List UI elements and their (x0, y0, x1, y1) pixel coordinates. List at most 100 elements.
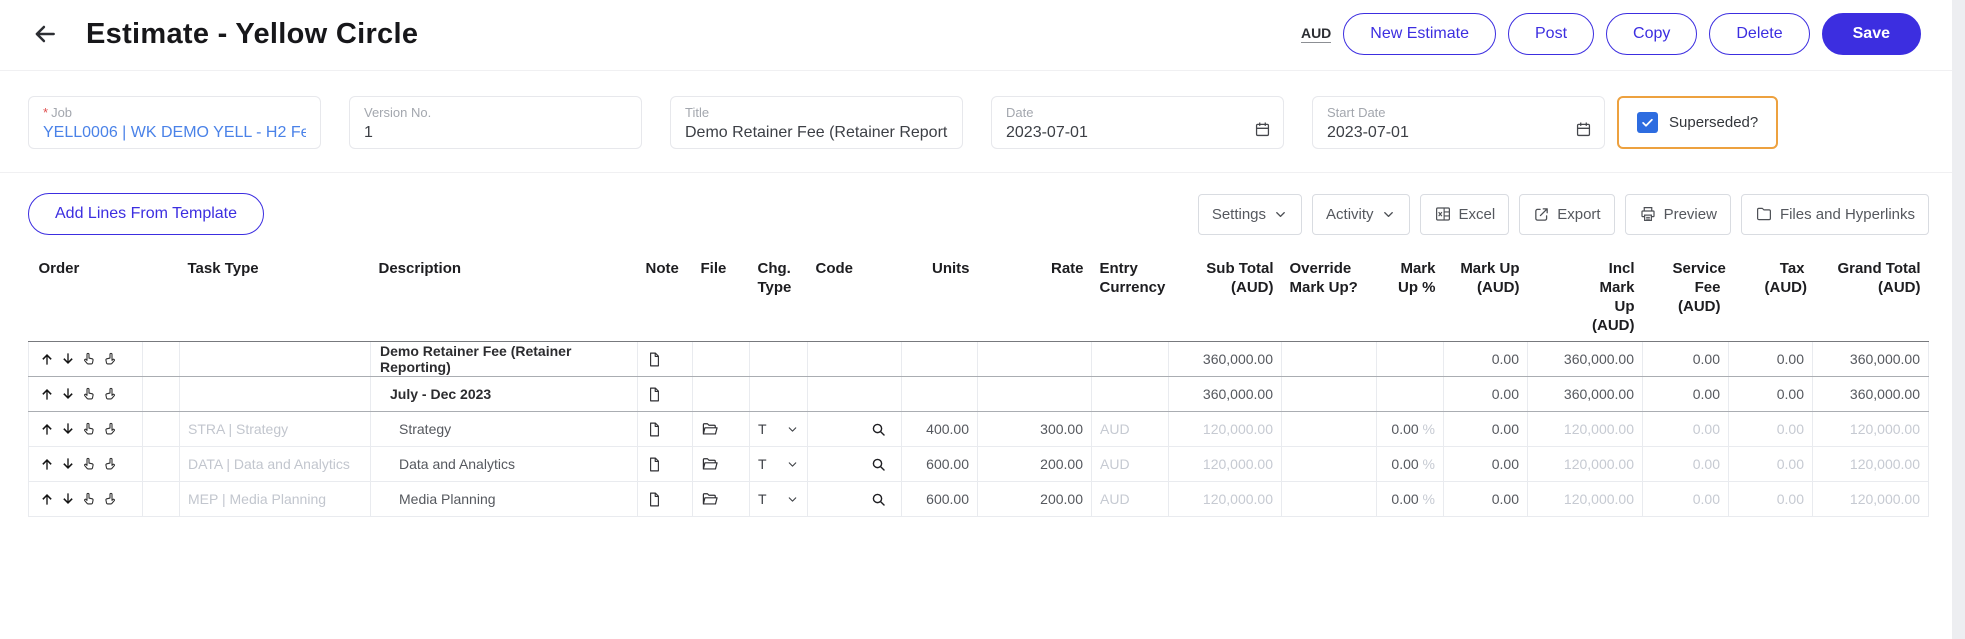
col-header-sub-total: Sub Total (AUD) (1168, 253, 1282, 342)
settings-button[interactable]: Settings (1197, 193, 1303, 235)
markup-cell[interactable]: 0.00 (1443, 446, 1528, 482)
move-up-icon[interactable] (39, 351, 55, 367)
required-mark: * (43, 105, 49, 120)
move-down-icon[interactable] (60, 491, 76, 507)
rate-cell[interactable]: 200.00 (977, 481, 1092, 517)
drag-hand-icon[interactable] (81, 421, 97, 437)
add-lines-from-template-button[interactable]: Add Lines From Template (28, 193, 265, 235)
note-icon[interactable] (646, 491, 663, 508)
description-cell: Strategy (370, 411, 638, 447)
chg-type-select[interactable]: T (758, 421, 799, 437)
col-header-markup: Mark Up (AUD) (1443, 253, 1528, 342)
back-button[interactable] (30, 19, 60, 49)
service-fee-cell: 0.00 (1642, 411, 1729, 447)
entry-currency-cell: AUD (1091, 411, 1169, 447)
version-field[interactable]: Version No. 1 (349, 96, 642, 149)
new-estimate-button[interactable]: New Estimate (1343, 13, 1496, 55)
move-down-icon[interactable] (60, 421, 76, 437)
note-icon[interactable] (646, 456, 663, 473)
post-button[interactable]: Post (1508, 13, 1595, 55)
job-value-link[interactable]: YELL0006 | WK DEMO YELL - H2 Fee... (43, 124, 306, 141)
markup-pct-cell[interactable]: 0.00 % (1376, 411, 1444, 447)
table-row: Demo Retainer Fee (Retainer Reporting) 3… (28, 341, 1929, 377)
note-icon[interactable] (646, 421, 663, 438)
files-and-hyperlinks-button[interactable]: Files and Hyperlinks (1740, 193, 1929, 235)
move-up-icon[interactable] (39, 386, 55, 402)
excel-button[interactable]: Excel (1419, 193, 1510, 235)
units-cell[interactable]: 400.00 (901, 411, 978, 447)
code-search-icon[interactable] (870, 491, 887, 508)
move-up-icon[interactable] (39, 421, 55, 437)
date-field[interactable]: Date 2023-07-01 (991, 96, 1284, 149)
units-cell[interactable]: 600.00 (901, 481, 978, 517)
units-cell[interactable]: 600.00 (901, 446, 978, 482)
export-button[interactable]: Export (1519, 193, 1615, 235)
start-date-value: 2023-07-01 (1327, 124, 1409, 141)
title-value: Demo Retainer Fee (Retainer Reporti... (685, 124, 948, 141)
drag-hand-icon[interactable] (102, 386, 118, 402)
table-row: STRA | Strategy Strategy T 400.00 300.00… (28, 411, 1929, 447)
col-header-task-type: Task Type (179, 253, 371, 342)
activity-button[interactable]: Activity (1312, 193, 1410, 235)
rate-cell[interactable]: 200.00 (977, 446, 1092, 482)
col-header-incl-markup: Incl Mark Up (AUD) (1527, 253, 1643, 342)
title-field[interactable]: Title Demo Retainer Fee (Retainer Report… (670, 96, 963, 149)
markup-pct-cell[interactable]: 0.00 % (1376, 446, 1444, 482)
drag-hand-icon[interactable] (81, 491, 97, 507)
drag-hand-icon[interactable] (102, 491, 118, 507)
grand-total-cell: 120,000.00 (1812, 446, 1929, 482)
drag-hand-icon[interactable] (81, 456, 97, 472)
sub-total-cell: 120,000.00 (1168, 446, 1282, 482)
version-label: Version No. (364, 105, 432, 120)
calendar-icon[interactable] (1574, 120, 1593, 139)
job-field[interactable]: * Job YELL0006 | WK DEMO YELL - H2 Fee... (28, 96, 321, 149)
move-up-icon[interactable] (39, 456, 55, 472)
markup-pct-cell[interactable]: 0.00 % (1376, 481, 1444, 517)
printer-icon (1639, 205, 1657, 223)
sub-total-cell: 360,000.00 (1168, 376, 1282, 412)
drag-hand-icon[interactable] (102, 421, 118, 437)
markup-cell[interactable]: 0.00 (1443, 411, 1528, 447)
drag-hand-icon[interactable] (102, 351, 118, 367)
code-search-icon[interactable] (870, 421, 887, 438)
copy-button[interactable]: Copy (1606, 13, 1698, 55)
chg-type-select[interactable]: T (758, 456, 799, 472)
file-folder-icon[interactable] (701, 455, 719, 473)
note-icon[interactable] (646, 386, 663, 403)
drag-hand-icon[interactable] (102, 456, 118, 472)
move-down-icon[interactable] (60, 386, 76, 402)
file-folder-icon[interactable] (701, 490, 719, 508)
incl-markup-cell: 120,000.00 (1527, 446, 1643, 482)
page-header: Estimate - Yellow Circle AUD New Estimat… (0, 0, 1965, 71)
move-down-icon[interactable] (60, 351, 76, 367)
save-button[interactable]: Save (1821, 13, 1921, 55)
calendar-icon[interactable] (1253, 120, 1272, 139)
note-icon[interactable] (646, 351, 663, 368)
superseded-checkbox[interactable] (1637, 112, 1658, 133)
markup-cell[interactable]: 0.00 (1443, 481, 1528, 517)
date-label: Date (1006, 105, 1034, 120)
superseded-field[interactable]: Superseded? (1617, 96, 1779, 149)
drag-hand-icon[interactable] (81, 351, 97, 367)
rate-cell[interactable]: 300.00 (977, 411, 1092, 447)
currency-label[interactable]: AUD (1300, 25, 1332, 43)
drag-hand-icon[interactable] (81, 386, 97, 402)
task-type-cell (179, 376, 371, 412)
page-title: Estimate - Yellow Circle (86, 17, 419, 50)
move-down-icon[interactable] (60, 456, 76, 472)
tax-cell: 0.00 (1728, 446, 1813, 482)
toolbar: Add Lines From Template Settings Activit… (0, 173, 1965, 235)
file-folder-icon[interactable] (701, 420, 719, 438)
chevron-down-icon (1381, 207, 1396, 222)
version-value: 1 (364, 124, 373, 141)
code-search-icon[interactable] (870, 456, 887, 473)
delete-button[interactable]: Delete (1709, 13, 1810, 55)
table-row: DATA | Data and Analytics Data and Analy… (28, 446, 1929, 482)
chevron-down-icon (786, 458, 799, 471)
preview-button[interactable]: Preview (1624, 193, 1731, 235)
move-up-icon[interactable] (39, 491, 55, 507)
chg-type-select[interactable]: T (758, 491, 799, 507)
scrollbar[interactable] (1952, 0, 1965, 639)
col-header-description: Description (370, 253, 638, 342)
start-date-field[interactable]: Start Date 2023-07-01 (1312, 96, 1605, 149)
